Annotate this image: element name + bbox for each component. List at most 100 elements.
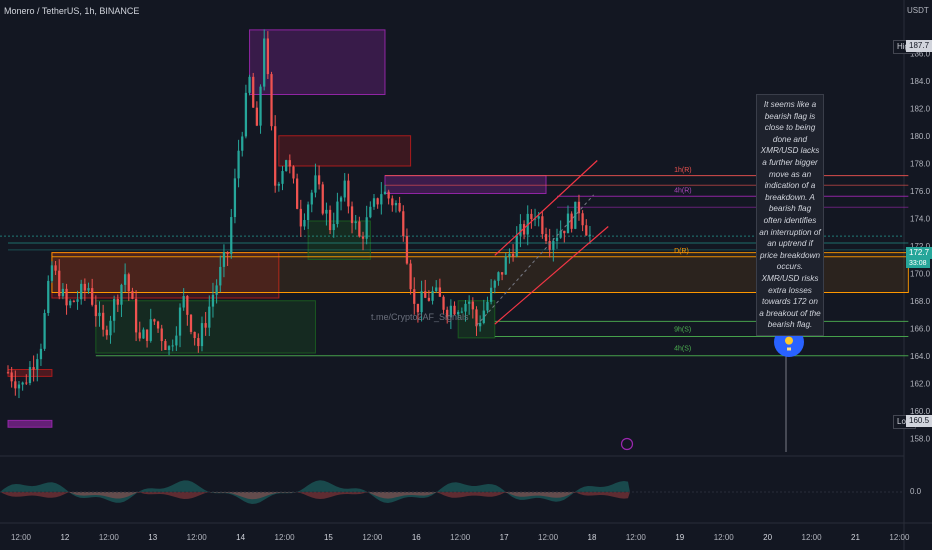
candle-body (17, 384, 21, 389)
candle-body (343, 180, 346, 198)
candle-body (310, 192, 313, 205)
symbol-title[interactable]: Monero / TetherUS, 1h, BINANCE (4, 6, 140, 16)
candle-body (237, 150, 240, 179)
analysis-note-text: It seems like a bearish flag is close to… (759, 100, 821, 330)
x-tick-label: 19 (675, 533, 684, 542)
candle-body (175, 335, 178, 346)
x-tick-label: 13 (148, 533, 157, 542)
candle-body (255, 107, 259, 126)
x-tick-label: 12:00 (889, 533, 910, 542)
candle-body (383, 191, 387, 195)
candle-body (504, 256, 507, 275)
candle-body (200, 323, 204, 347)
candle-body (299, 208, 302, 227)
candle-body (460, 311, 463, 313)
candle-body (325, 209, 328, 214)
candle-body (211, 294, 215, 307)
candle-body (398, 202, 401, 212)
y-tick-label: 164.0 (910, 352, 931, 361)
candle-body (21, 382, 24, 385)
candle-body (222, 252, 226, 267)
candle-body (266, 38, 269, 75)
candle-body (361, 236, 365, 239)
candle-body (464, 303, 467, 312)
candle-body (109, 320, 112, 336)
candle-body (288, 160, 291, 167)
lightbulb-icon (785, 336, 793, 345)
candle-body (259, 86, 262, 126)
candle-body (248, 76, 251, 93)
candle-body (446, 309, 449, 318)
supply-zone-red (278, 135, 412, 167)
candle-body (497, 272, 500, 281)
y-tick-label: 176.0 (910, 187, 931, 196)
x-tick-label: 17 (500, 533, 509, 542)
candle-body (577, 201, 581, 214)
supply-zone-purple (249, 29, 386, 95)
candle-body (171, 345, 174, 347)
demand-zone-red (51, 252, 280, 299)
x-tick-label: 14 (236, 533, 245, 542)
candle-body (438, 287, 442, 297)
osc-y-tick-label: 0.0 (910, 487, 922, 496)
candle-body (156, 321, 160, 329)
candle-body (91, 288, 94, 305)
y-tick-label: 174.0 (910, 214, 931, 223)
candle-body (292, 166, 295, 179)
candle-body (552, 240, 555, 250)
x-tick-label: 16 (412, 533, 421, 542)
candle-body (69, 300, 72, 306)
candle-body (61, 288, 65, 297)
candle-body (116, 298, 119, 305)
candle-body (204, 323, 207, 328)
candle-body (14, 381, 17, 389)
x-tick-label: 12:00 (450, 533, 471, 542)
candle-body (394, 202, 398, 206)
candle-body (457, 312, 460, 315)
analysis-note: It seems like a bearish flag is close to… (756, 94, 824, 336)
x-tick-label: 18 (588, 533, 597, 542)
level-label: 4h(R) (674, 188, 692, 195)
oscillator-upper-area (0, 480, 630, 504)
candle-body (350, 206, 354, 224)
candle-body (39, 348, 43, 360)
candle-body (442, 296, 445, 310)
candle-body (413, 289, 416, 304)
x-tick-label: 12:00 (187, 533, 208, 542)
low-value-tag: 160.5 (906, 415, 932, 427)
y-tick-label: 172.0 (910, 242, 931, 251)
candle-body (296, 178, 299, 209)
x-tick-label: 12:00 (538, 533, 559, 542)
candle-body (511, 253, 515, 257)
candle-body (65, 288, 68, 306)
candle-body (281, 171, 284, 184)
candle-body (102, 312, 105, 330)
candle-body (486, 301, 489, 311)
candle-body (153, 319, 156, 322)
candle-body (32, 367, 35, 370)
countdown-tag: 33:08 (906, 259, 930, 268)
candle-body (500, 272, 504, 275)
level-label: 9h(S) (674, 326, 691, 333)
flag-upper-trendline (494, 160, 598, 256)
candle-body (420, 291, 423, 313)
candle-body (43, 313, 46, 349)
candle-body (178, 307, 182, 336)
candle-body (10, 372, 13, 382)
x-tick-label: 12:00 (626, 533, 647, 542)
x-tick-label: 20 (763, 533, 772, 542)
y-tick-label: 158.0 (910, 434, 931, 443)
candle-body (25, 382, 28, 384)
candle-body (332, 224, 335, 231)
x-tick-label: 21 (851, 533, 860, 542)
candle-body (193, 331, 196, 339)
candle-body (380, 194, 383, 205)
x-tick-label: 12:00 (11, 533, 32, 542)
candle-body (372, 198, 376, 207)
candle-body (83, 283, 86, 291)
zone-left-purple (7, 419, 53, 428)
candle-body (149, 319, 152, 341)
resistance-zone-purple (384, 175, 547, 194)
support-zone-green-1 (307, 220, 371, 260)
